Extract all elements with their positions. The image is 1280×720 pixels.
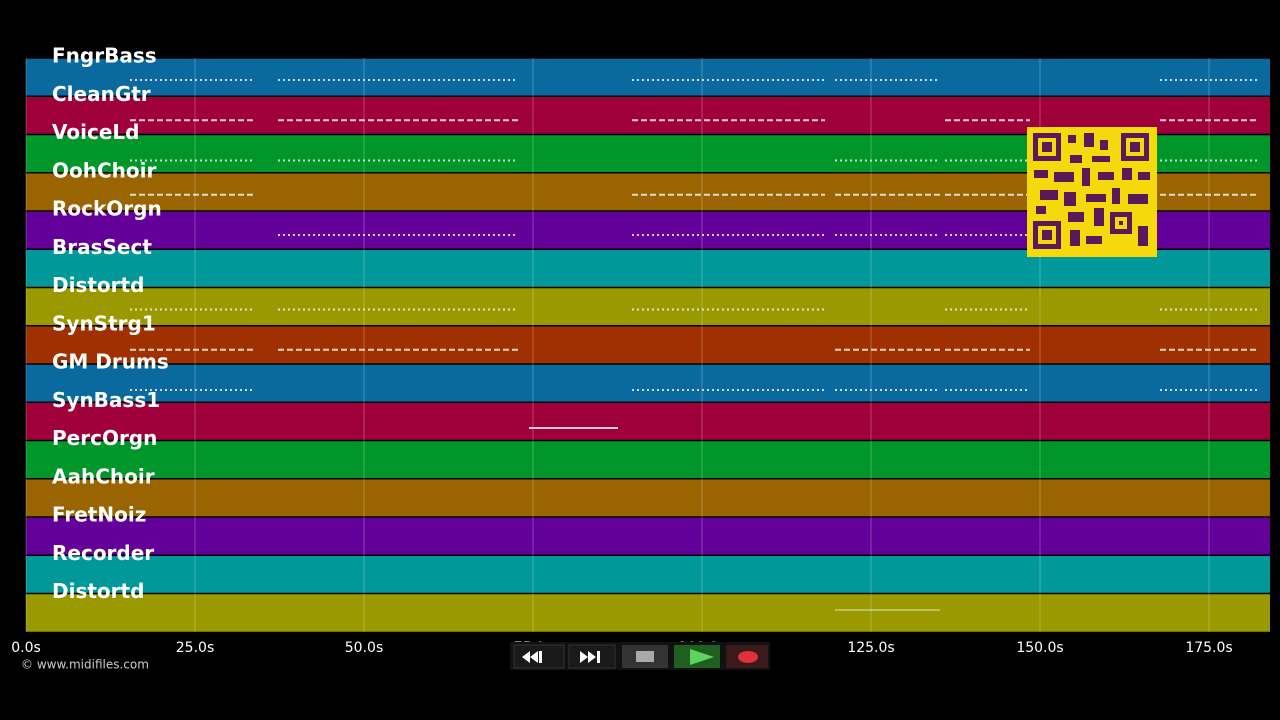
forward-button[interactable] (568, 644, 616, 669)
track-lane (26, 58, 1270, 97)
copyright: © www.midifiles.com (21, 658, 149, 672)
record-button[interactable] (726, 645, 768, 668)
track-lane (26, 402, 1270, 441)
track-label: SynStrg1 (52, 311, 156, 335)
grid (25, 58, 1210, 632)
track-label: SynBass1 (52, 388, 160, 412)
time-tick-label: 175.0s (1185, 640, 1232, 656)
qr-code (1027, 127, 1157, 257)
track-lane (26, 517, 1270, 556)
track-label: Recorder (52, 541, 154, 565)
play-button[interactable] (674, 645, 720, 668)
track-lane (26, 325, 1270, 364)
track-lane (26, 440, 1270, 479)
track-label: OohChoir (52, 158, 156, 182)
track-label: AahChoir (52, 464, 155, 488)
track-label: Distortd (52, 579, 144, 603)
track-lane (26, 364, 1270, 403)
track-label: RockOrgn (52, 197, 162, 221)
track-label: CleanGtr (52, 82, 151, 106)
time-tick-label: 150.0s (1016, 640, 1063, 656)
transport-bar (510, 642, 770, 670)
time-tick-label: 25.0s (176, 640, 214, 656)
stop-button[interactable] (622, 645, 668, 668)
time-tick-label: 125.0s (847, 640, 894, 656)
track-label: Distortd (52, 273, 144, 297)
track-label: GM Drums (52, 350, 169, 374)
track-lane (26, 287, 1270, 326)
notes (130, 79, 1258, 611)
track-label: BrasSect (52, 235, 152, 259)
time-tick-label: 0.0s (11, 640, 41, 656)
track-lane (26, 593, 1270, 632)
track-label: VoiceLd (52, 120, 139, 144)
rewind-button[interactable] (513, 644, 565, 669)
track-lane (26, 555, 1270, 594)
track-label: FngrBass (52, 44, 157, 68)
track-label: FretNoiz (52, 503, 146, 527)
track-labels: FngrBass CleanGtr VoiceLd OohChoir RockOrgn B… (52, 44, 169, 604)
track-label: PercOrgn (52, 426, 157, 450)
time-tick-label: 50.0s (345, 640, 383, 656)
track-lane (26, 478, 1270, 517)
